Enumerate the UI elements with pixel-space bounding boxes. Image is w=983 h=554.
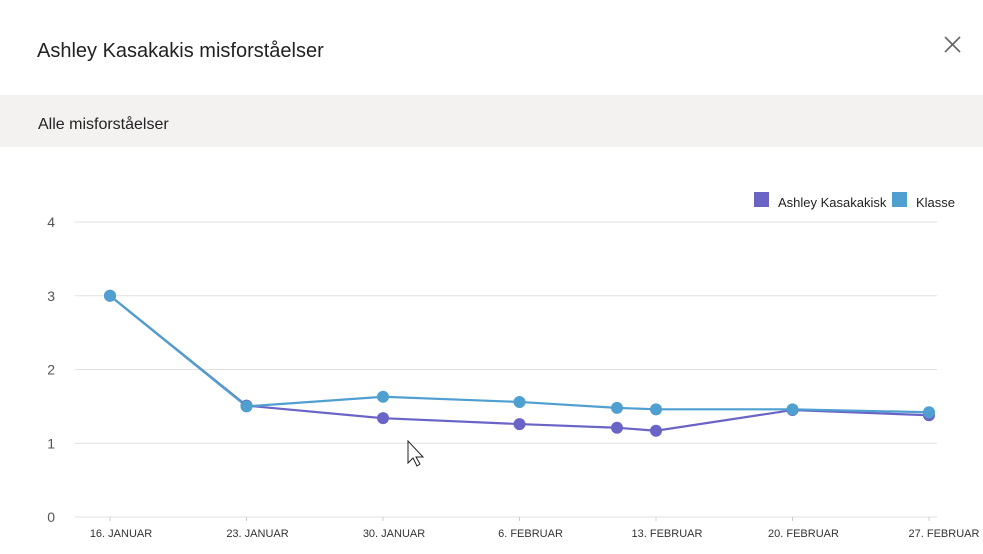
close-icon[interactable] [944,36,961,53]
data-point [611,421,623,434]
x-tick-label: 30. JANUAR [363,528,425,540]
y-tick-label: 4 [47,214,55,230]
data-point [786,403,799,416]
y-tick-label: 3 [47,288,55,304]
y-tick-label: 2 [47,362,55,378]
data-point [104,289,116,302]
data-point [513,395,526,408]
legend-label: Ashley Kasakakisk [778,195,887,210]
data-point [611,401,623,414]
data-point [377,390,389,403]
data-point [377,412,389,425]
x-tick-label: 6. FEBRUAR [498,528,563,540]
section-title: Alle misforståelser [38,115,169,133]
section-bar [0,95,983,147]
data-point [650,424,662,437]
mouse-cursor [407,439,425,467]
x-tick-label: 13. FEBRUAR [632,528,703,540]
dialog-title: Ashley Kasakakis misforståelser [37,40,324,62]
x-tick-label: 16. JANUAR [90,528,152,540]
x-tick-label: 27. FEBRUAR [909,528,980,540]
legend-swatch [892,192,907,207]
close-button[interactable] [944,36,961,53]
x-tick-label: 20. FEBRUAR [768,528,839,540]
series-line [109,294,930,414]
data-point [650,403,662,416]
data-point [923,406,935,419]
series-line [109,294,930,432]
chart: 0 1 2 3 4 16. JANUAR 23. JANUAR 30. JANUAR 6. FE… [47,192,980,540]
y-tick-label: 0 [47,509,55,525]
x-tick-label: 23. JANUAR [226,528,288,540]
legend-swatch [754,192,769,207]
data-point [513,418,526,431]
legend-label: Klasse [916,195,955,210]
data-point [240,400,253,413]
y-tick-label: 1 [47,435,55,451]
